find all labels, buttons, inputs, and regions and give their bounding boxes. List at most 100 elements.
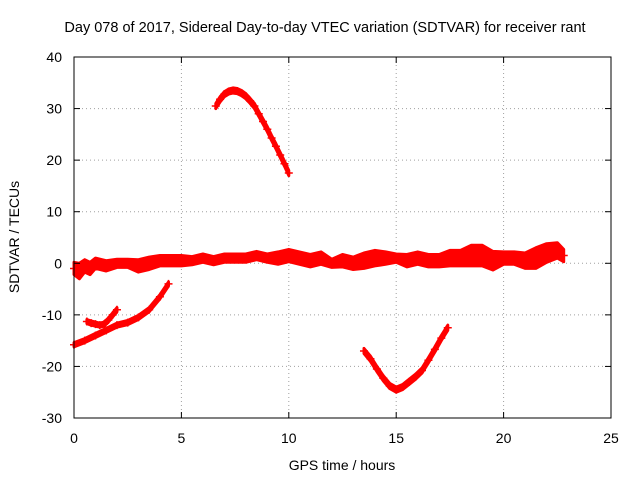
data-point	[499, 254, 508, 263]
data-point	[385, 382, 394, 391]
data-point	[102, 261, 111, 270]
data-point	[80, 336, 89, 345]
data-point	[80, 261, 89, 270]
y-tick-label: -30	[42, 410, 62, 426]
data-point	[259, 117, 268, 126]
data-point	[271, 142, 280, 151]
data-point	[338, 256, 347, 265]
data-point	[104, 316, 113, 325]
data-point	[220, 90, 229, 99]
data-point	[100, 320, 109, 329]
y-tick-label: 30	[46, 101, 62, 117]
y-tick-label: 0	[54, 255, 62, 271]
data-point	[424, 356, 433, 365]
data-point	[510, 254, 519, 263]
x-axis-label: GPS time / hours	[289, 457, 396, 473]
data-point	[188, 256, 197, 265]
data-point	[267, 133, 276, 142]
data-point	[521, 256, 530, 265]
data-point	[224, 87, 233, 96]
data-point	[209, 256, 218, 265]
data-point	[392, 254, 401, 263]
data-point	[91, 320, 100, 329]
data-point	[445, 254, 454, 263]
y-tick-label: 40	[46, 49, 62, 65]
series-band	[72, 280, 170, 349]
data-point	[430, 345, 439, 354]
data-point	[155, 256, 164, 265]
data-point	[198, 254, 207, 263]
x-tick-label: 10	[281, 430, 297, 446]
data-point	[435, 256, 444, 265]
data-series	[82, 305, 121, 330]
data-point	[284, 251, 293, 260]
y-axis-label: SDTVAR / TECUs	[6, 181, 22, 293]
data-point	[411, 372, 420, 381]
data-point	[553, 246, 562, 255]
y-tick-label: -20	[42, 358, 62, 374]
data-point	[254, 109, 263, 118]
data-point	[379, 374, 388, 383]
data-layer	[70, 86, 568, 394]
data-point	[91, 259, 100, 268]
data-point	[145, 259, 154, 268]
data-point	[237, 89, 246, 98]
data-point	[381, 254, 390, 263]
plot-frame	[73, 56, 612, 419]
data-point	[112, 321, 121, 330]
data-point	[112, 305, 121, 314]
data-point	[417, 366, 426, 375]
data-point	[349, 259, 358, 268]
data-point	[488, 256, 497, 265]
data-point	[456, 254, 465, 263]
data-point	[276, 150, 285, 159]
data-point	[164, 279, 173, 288]
x-tick-label: 25	[603, 430, 619, 446]
data-point	[216, 95, 225, 104]
axes: 0 5 10 15 20 25 -30 -20 -10 0 10 20 30 40	[42, 49, 619, 446]
x-tick-label: 20	[496, 430, 512, 446]
x-tick-label: 5	[178, 430, 186, 446]
data-point	[359, 346, 368, 355]
x-tick-label: 15	[388, 430, 404, 446]
data-point	[317, 254, 326, 263]
data-point	[166, 256, 175, 265]
data-point	[359, 256, 368, 265]
chart-title: Day 078 of 2017, Sidereal Day-to-day VTE…	[64, 20, 585, 36]
data-point	[155, 292, 164, 301]
data-point	[542, 248, 551, 257]
data-point	[123, 318, 132, 327]
data-point	[284, 169, 293, 178]
y-tick-label: 20	[46, 152, 62, 168]
data-point	[95, 321, 104, 330]
data-point	[177, 256, 186, 265]
data-point	[280, 159, 289, 168]
data-point	[211, 101, 220, 110]
data-point	[252, 251, 261, 260]
data-point	[82, 317, 91, 326]
data-point	[241, 92, 250, 101]
data-series	[70, 279, 173, 349]
data-point	[478, 251, 487, 260]
data-point	[263, 254, 272, 263]
data-point	[327, 259, 336, 268]
data-point	[437, 334, 446, 343]
data-point	[402, 256, 411, 265]
data-point	[246, 96, 255, 105]
data-series	[359, 323, 452, 394]
data-point	[75, 267, 84, 276]
data-point	[123, 259, 132, 268]
data-point	[405, 377, 414, 386]
data-point	[274, 254, 283, 263]
data-point	[145, 305, 154, 314]
data-point	[366, 354, 375, 363]
data-point	[112, 259, 121, 268]
data-point	[413, 254, 422, 263]
data-point	[241, 254, 250, 263]
data-point	[424, 256, 433, 265]
data-point	[295, 254, 304, 263]
y-tick-label: 10	[46, 204, 62, 220]
data-series	[70, 241, 568, 281]
data-point	[370, 254, 379, 263]
